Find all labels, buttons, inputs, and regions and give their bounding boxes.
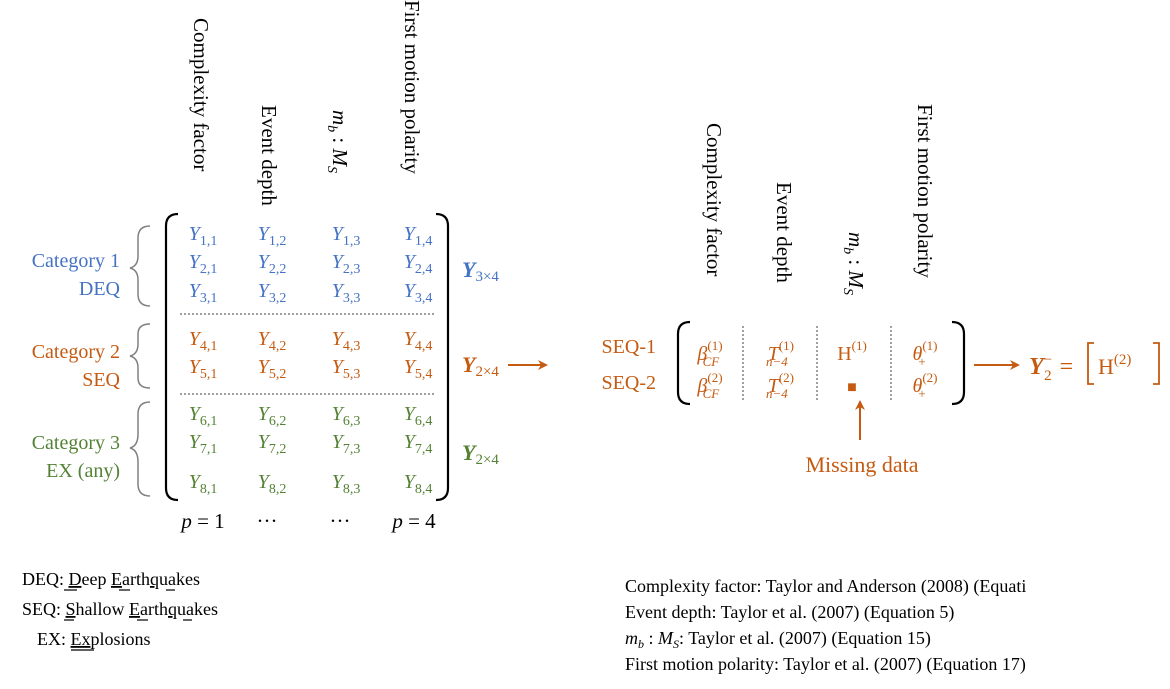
result-expression: Y− 2 = H(2): [1029, 342, 1160, 385]
matrix-cell-6-4: Y6,4: [404, 403, 433, 429]
matrix-cell-7-1: Y7,1: [189, 431, 218, 457]
right-matrix-close-bracket: [951, 320, 966, 406]
svg-text:Y−2=: Y− 2 =: [1029, 352, 1073, 384]
matrix-cell-5-1: Y5,1: [189, 356, 218, 382]
abbreviation-legend: DEQ: Deep Earthquakes SEQ: Shallow Earth…: [22, 569, 218, 649]
right-header-depth: Event depth: [772, 182, 796, 283]
matrix-cell-1-1: Y1,1: [189, 223, 218, 249]
seq-cell-2-2: T(2) n−4: [766, 370, 794, 401]
matrix-cell-7-2: Y7,2: [258, 431, 287, 457]
seq-cell-1-1: β(1) CF: [696, 338, 722, 369]
svg-text:H(2): H(2): [1098, 352, 1131, 379]
right-header-complexity: Complexity factor: [702, 123, 726, 276]
category-3-brace: [129, 401, 151, 497]
footer-p4: p = 4: [390, 509, 436, 533]
matrix-cell-4-2: Y4,2: [258, 328, 287, 354]
matrix-cell-1-3: Y1,3: [332, 223, 361, 249]
footer-p1: p = 1: [179, 509, 224, 533]
matrix-cell-6-2: Y6,2: [258, 403, 287, 429]
matrix-cell-1-2: Y1,2: [258, 223, 287, 249]
reference-mbms: mb : MS: Taylor et al. (2007) (Equation …: [625, 628, 931, 651]
left-header-depth: Event depth: [257, 105, 281, 206]
seq-cell-2-1: β(2) CF: [696, 370, 722, 401]
matrix-cell-8-3: Y8,3: [332, 471, 361, 497]
category-2-brace: [129, 323, 151, 389]
seq-cell-1-2: T(1) n−4: [766, 338, 794, 369]
category-3-type: EX (any): [46, 460, 120, 482]
category-1-label: Category 1: [32, 250, 120, 272]
matrix-cell-6-3: Y6,3: [332, 403, 361, 429]
result-open-bracket: [1087, 342, 1094, 385]
matrix-cell-8-4: Y8,4: [404, 471, 433, 497]
matrix-cell-1-4: Y1,4: [404, 223, 433, 249]
left-matrix-close-bracket: [435, 212, 450, 502]
category-2-label: Category 2: [32, 341, 120, 363]
matrix-cell-3-3: Y3,3: [332, 280, 361, 306]
category-3-label: Category 3: [32, 432, 120, 454]
block-label-y3x4: Y3×4: [462, 257, 499, 285]
category-1-brace: [129, 225, 151, 307]
matrix-cell-8-1: Y8,1: [189, 471, 218, 497]
matrix-cell-7-3: Y7,3: [332, 431, 361, 457]
matrix-cell-2-4: Y2,4: [404, 251, 433, 277]
result-close-bracket: [1153, 342, 1160, 385]
legend-deq: DEQ: Deep Earthquakes: [22, 569, 200, 589]
reference-legend: Complexity factor: Taylor and Anderson (…: [625, 576, 1026, 675]
matrix-cell-3-1: Y3,1: [189, 280, 218, 306]
matrix-cell-4-3: Y4,3: [332, 328, 361, 354]
reference-depth: Event depth: Taylor et al. (2007) (Equat…: [625, 602, 954, 623]
matrix-cell-5-2: Y5,2: [258, 356, 287, 382]
right-header-mbms: mb : MS: [840, 232, 868, 295]
matrix-cell-8-2: Y8,2: [258, 471, 287, 497]
reference-complexity: Complexity factor: Taylor and Anderson (…: [625, 576, 1026, 597]
legend-seq: SEQ: Shallow Earthquakes: [22, 599, 218, 619]
category-1-type: DEQ: [79, 278, 121, 300]
matrix-cell-3-4: Y3,4: [404, 280, 433, 306]
legend-ex: EX: Explosions: [37, 629, 151, 649]
category-2-type: SEQ: [82, 369, 120, 391]
matrix-cell-4-4: Y4,4: [404, 328, 433, 354]
left-header-complexity: Complexity factor: [189, 18, 213, 171]
missing-data-label: Missing data: [805, 452, 918, 477]
matrix-cell-5-4: Y5,4: [404, 356, 433, 382]
matrix-cell-4-1: Y4,1: [189, 328, 218, 354]
row-label-seq2: SEQ-2: [602, 372, 656, 394]
right-matrix-cells: β(1) CF T(1) n−4 H(1) θ(1) + β(2) CF T(2) n−4 ■ θ(2)…: [696, 338, 937, 401]
seq-cell-1-3: H(1): [837, 338, 867, 365]
block-label-y2x4-seq: Y2×4: [462, 352, 499, 380]
missing-data-marker: ■: [847, 379, 857, 396]
seq-cell-2-4: θ(2) +: [913, 370, 938, 401]
left-header-polarity: First motion polarity: [400, 0, 424, 174]
left-matrix-cells: Y1,1 Y1,2 Y1,3 Y1,4 Y2,1 Y2,2 Y2,3 Y2,4 Y3,1 Y3,2…: [189, 223, 433, 497]
matrix-cell-6-1: Y6,1: [189, 403, 218, 429]
matrix-cell-3-2: Y3,2: [258, 280, 287, 306]
row-label-seq1: SEQ-1: [602, 336, 656, 358]
left-matrix-open-bracket: [164, 212, 179, 502]
right-matrix-open-bracket: [676, 320, 691, 406]
left-header-mbms: mb : MS: [324, 110, 352, 173]
block-label-y2x4-ex: Y2×4: [462, 440, 499, 468]
right-header-polarity: First motion polarity: [913, 104, 937, 278]
matrix-cell-2-1: Y2,1: [189, 251, 218, 277]
matrix-cell-2-3: Y2,3: [332, 251, 361, 277]
matrix-cell-2-2: Y2,2: [258, 251, 287, 277]
matrix-cell-5-3: Y5,3: [332, 356, 361, 382]
legend-underlines: [64, 589, 192, 651]
footer-dots-2: ···: [330, 509, 351, 533]
seq-cell-1-4: θ(1) +: [913, 338, 938, 369]
reference-polarity: First motion polarity: Taylor et al. (20…: [625, 654, 1026, 675]
footer-dots-1: ···: [257, 509, 278, 533]
matrix-cell-7-4: Y7,4: [404, 431, 433, 457]
